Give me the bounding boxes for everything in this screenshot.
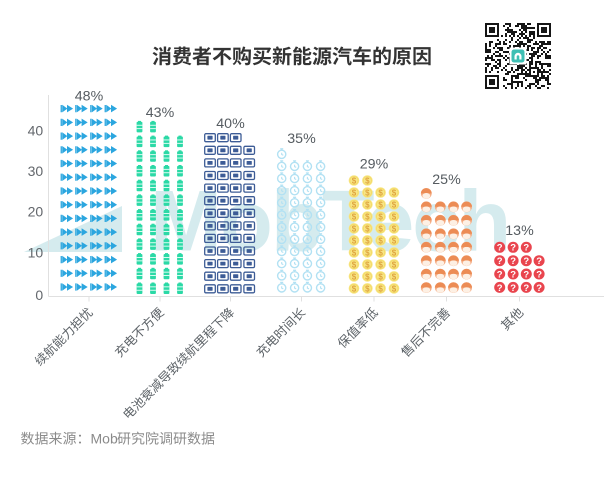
svg-text:40%: 40% xyxy=(216,116,245,132)
svg-text:20: 20 xyxy=(28,204,44,220)
svg-text:13%: 13% xyxy=(505,223,534,239)
svg-text:25%: 25% xyxy=(432,172,461,188)
svg-text:0: 0 xyxy=(35,287,43,303)
svg-text:35%: 35% xyxy=(287,131,316,147)
svg-text:40: 40 xyxy=(28,123,44,139)
svg-text:43%: 43% xyxy=(146,105,175,121)
svg-text:10: 10 xyxy=(28,245,44,261)
svg-text:48%: 48% xyxy=(75,89,104,105)
svg-text:29%: 29% xyxy=(360,157,389,173)
svg-text:30: 30 xyxy=(28,163,44,179)
svg-text:Mob: Mob xyxy=(91,431,118,447)
